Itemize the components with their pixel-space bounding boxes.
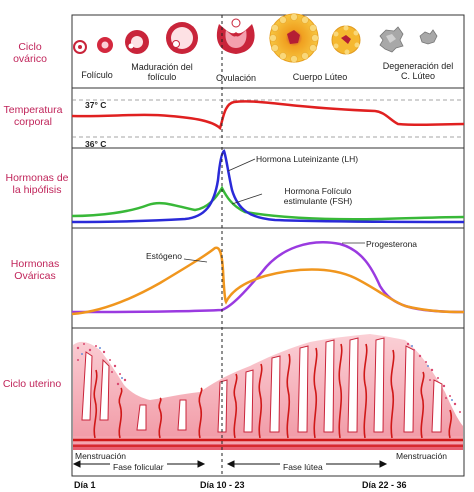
corpus-albicans-icon bbox=[379, 26, 404, 53]
fsh-leader-line bbox=[231, 193, 263, 205]
label-menstruation-left: Menstruación bbox=[75, 451, 127, 461]
endometrium-illustration bbox=[73, 334, 463, 450]
estrogen-curve bbox=[71, 246, 465, 316]
label-degeneration: Degeneración del C. Lúteo bbox=[382, 61, 454, 81]
label-follicle: Folículo bbox=[81, 70, 113, 80]
label-fsh: Hormona Folículo estimulante (FSH) bbox=[283, 186, 353, 206]
progesterone-curve bbox=[71, 241, 465, 314]
lh-leader-line bbox=[227, 158, 256, 172]
ovulation-icon bbox=[216, 18, 255, 54]
corpus-luteum-icon bbox=[269, 13, 319, 63]
growing-follicle-icon bbox=[97, 37, 113, 53]
label-corpus-luteum: Cuerpo Lúteo bbox=[292, 72, 348, 82]
day-10-23: Día 10 - 23 bbox=[200, 480, 245, 490]
label-37c: 37° C bbox=[85, 100, 107, 110]
label-estrogen: Estógeno bbox=[146, 251, 182, 261]
label-maturation: Maduración del folículo bbox=[131, 62, 193, 82]
row-label-uterine: Ciclo uterino bbox=[2, 378, 62, 390]
mature-follicle-icon bbox=[166, 22, 198, 54]
degenerated-follicle-icon bbox=[419, 29, 438, 45]
row-label-temperature: Temperatura corporal bbox=[3, 104, 63, 128]
row-label-ovarian-hormones: Hormonas Ováricas bbox=[10, 258, 60, 282]
fsh-curve bbox=[71, 185, 465, 221]
label-lh: Hormona Luteinizante (LH) bbox=[256, 154, 359, 164]
label-36c: 36° C bbox=[85, 139, 107, 149]
label-progesterone: Progesterona bbox=[366, 239, 418, 249]
row-label-pituitary: Hormonas de la hipófisis bbox=[5, 172, 69, 196]
panel-frames bbox=[71, 14, 465, 477]
temperature-curve bbox=[71, 100, 465, 131]
day-22-36: Día 22 - 36 bbox=[362, 480, 407, 490]
row-label-ovarian: Ciclo ovárico bbox=[13, 41, 47, 65]
lh-curve bbox=[71, 149, 465, 224]
estrogen-leader-line bbox=[183, 258, 208, 263]
maturing-follicle-icon bbox=[125, 30, 149, 54]
label-follicular-phase: Fase folicular bbox=[110, 462, 167, 472]
label-menstruation-right: Menstruación bbox=[396, 451, 448, 461]
label-ovulation: Ovulación bbox=[215, 73, 257, 83]
follicle-icon bbox=[73, 40, 87, 54]
label-luteal-phase: Fase lútea bbox=[280, 462, 326, 472]
regressing-corpus-luteum-icon bbox=[331, 25, 361, 55]
day-1: Día 1 bbox=[74, 480, 96, 490]
